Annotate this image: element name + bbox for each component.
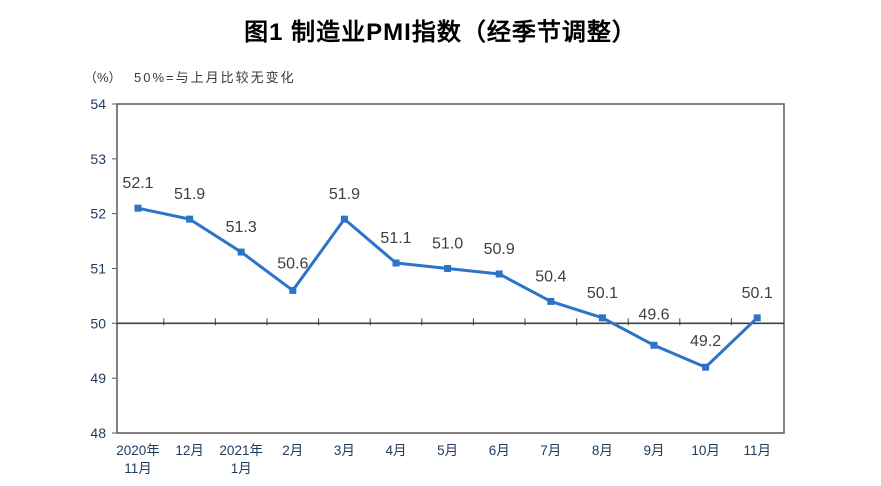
data-point-marker bbox=[340, 215, 348, 223]
x-axis-category-label: 7月 bbox=[540, 443, 561, 458]
data-point-label: 51.1 bbox=[380, 230, 411, 247]
data-point-label: 51.3 bbox=[226, 219, 257, 236]
data-point-marker bbox=[495, 270, 503, 278]
x-axis-category-label: 8月 bbox=[592, 443, 613, 458]
data-point-marker bbox=[289, 286, 297, 294]
chart-title: 图1 制造业PMI指数（经季节调整） bbox=[244, 19, 637, 46]
data-point-label: 50.4 bbox=[535, 268, 566, 285]
data-point-label: 50.1 bbox=[742, 285, 773, 302]
x-axis-category-label: 5月 bbox=[437, 443, 458, 458]
data-point-label: 50.6 bbox=[277, 255, 308, 272]
x-axis-category-label: 9月 bbox=[643, 443, 664, 458]
data-point-label: 49.6 bbox=[638, 306, 669, 323]
data-point-marker bbox=[702, 363, 710, 371]
x-axis-category-label: 11月 bbox=[743, 443, 771, 458]
data-point-label: 49.2 bbox=[690, 333, 721, 350]
data-point-label: 52.1 bbox=[122, 175, 153, 192]
x-axis-category-label: 6月 bbox=[489, 443, 510, 458]
x-axis-category-label: 2020年 11月 bbox=[116, 443, 160, 476]
data-point-marker bbox=[650, 341, 658, 349]
y-axis-tick-label: 50 bbox=[90, 315, 106, 331]
y-axis-tick-label: 51 bbox=[90, 261, 106, 277]
data-point-marker bbox=[134, 204, 142, 212]
y-axis-tick-label: 49 bbox=[90, 370, 106, 386]
data-point-marker bbox=[598, 314, 606, 322]
x-axis-category-label: 10月 bbox=[691, 443, 720, 458]
x-axis-category-label: 3月 bbox=[334, 443, 355, 458]
data-point-marker bbox=[753, 314, 761, 322]
y-axis-tick-label: 54 bbox=[90, 96, 106, 112]
y-axis-unit-label: （%） bbox=[84, 70, 122, 85]
y-axis-tick-label: 53 bbox=[90, 151, 106, 167]
reference-line-note: 50%=与上月比较无变化 bbox=[134, 70, 296, 85]
x-axis-category-label: 4月 bbox=[385, 443, 406, 458]
x-axis-category-label: 12月 bbox=[175, 443, 204, 458]
data-point-marker bbox=[547, 297, 555, 305]
data-point-label: 51.0 bbox=[432, 236, 463, 253]
data-point-label: 51.9 bbox=[174, 186, 205, 203]
y-axis-tick-label: 48 bbox=[90, 425, 106, 441]
x-axis-category-label: 2月 bbox=[282, 443, 303, 458]
data-point-marker bbox=[444, 265, 452, 272]
data-point-marker bbox=[392, 259, 400, 267]
data-point-label: 50.1 bbox=[587, 285, 618, 302]
x-axis-category-label: 2021年 1月 bbox=[219, 443, 263, 476]
y-axis-tick-label: 52 bbox=[90, 206, 106, 222]
data-point-marker bbox=[237, 248, 245, 256]
data-point-label: 51.9 bbox=[329, 186, 360, 203]
data-point-marker bbox=[186, 215, 194, 223]
data-point-label: 50.9 bbox=[484, 241, 515, 258]
